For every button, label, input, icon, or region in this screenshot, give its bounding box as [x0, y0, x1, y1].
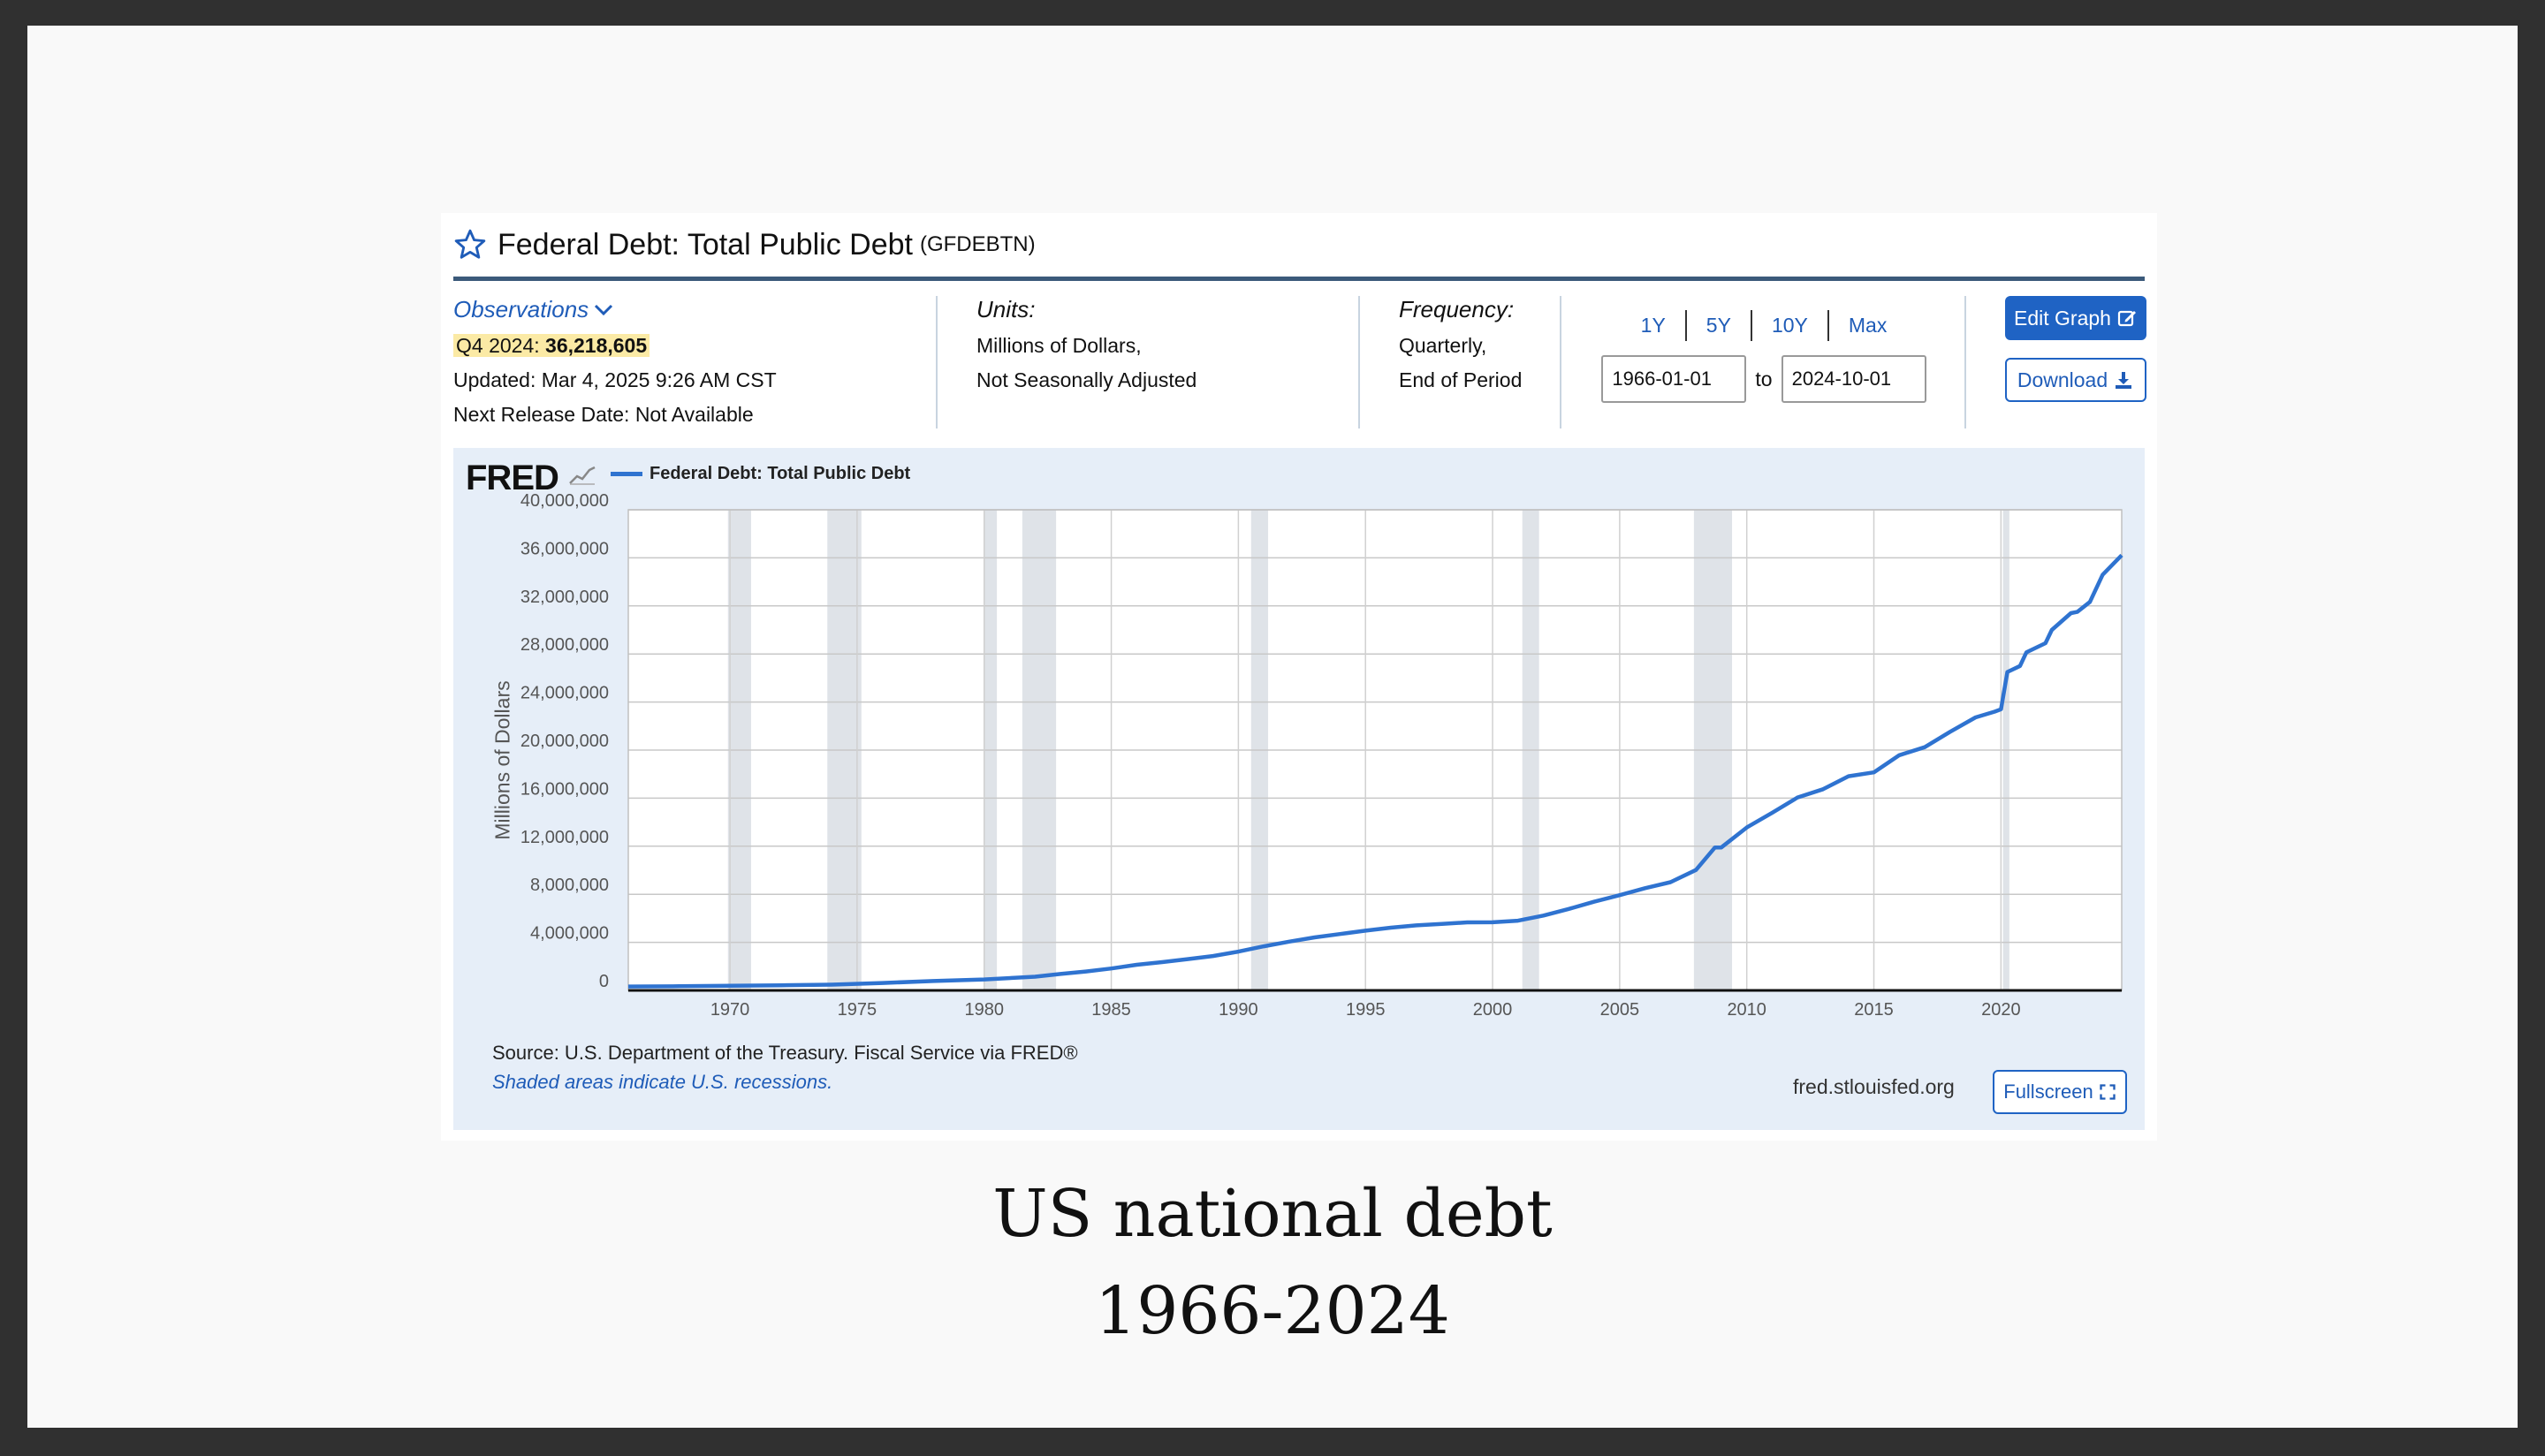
latest-value: 36,218,605 — [545, 334, 648, 357]
updated-text: Updated: Mar 4, 2025 9:26 AM CST — [453, 368, 777, 391]
graph-panel: FRED Federal Debt: Total Public Debt Mil… — [453, 448, 2145, 1130]
date-range: to — [1561, 355, 1966, 403]
units-column: Units: Millions of Dollars, Not Seasonal… — [936, 296, 1399, 428]
x-tick-label: 2000 — [1473, 1000, 1513, 1020]
range-buttons: 1Y 5Y 10Y Max — [1561, 310, 1966, 341]
units-line1: Millions of Dollars, — [976, 334, 1142, 357]
date-to-label: to — [1755, 367, 1773, 391]
observations-column: Observations Q4 2024: 36,218,605 Updated… — [453, 296, 936, 428]
range-10y-button[interactable]: 10Y — [1752, 310, 1829, 341]
y-tick-label: 24,000,000 — [520, 684, 609, 703]
slide-caption: US national debt 1966-2024 — [27, 1165, 2518, 1360]
y-tick-label: 28,000,000 — [520, 635, 609, 655]
legend-label: Federal Debt: Total Public Debt — [650, 464, 911, 483]
y-tick-label: 16,000,000 — [520, 779, 609, 799]
slide: Federal Debt: Total Public Debt (GFDEBTN… — [27, 26, 2518, 1428]
fred-url[interactable]: fred.stlouisfed.org — [1793, 1075, 1955, 1098]
y-tick-label: 36,000,000 — [520, 539, 609, 558]
star-icon[interactable] — [453, 228, 487, 262]
y-tick-label: 4,000,000 — [530, 924, 609, 944]
caption-line2: 1966-2024 — [1095, 1273, 1450, 1349]
range-column: 1Y 5Y 10Y Max to — [1560, 296, 1966, 428]
next-release-text: Next Release Date: Not Available — [453, 403, 754, 426]
y-tick-label: 20,000,000 — [520, 732, 609, 751]
x-tick-label: 1970 — [710, 1000, 750, 1020]
latest-observation: Q4 2024: 36,218,605 — [453, 334, 936, 358]
frequency-column: Frequency: Quarterly, End of Period — [1358, 296, 1600, 428]
units-label: Units: — [976, 296, 1036, 322]
end-date-input[interactable] — [1781, 355, 1926, 403]
x-tick-label: 2015 — [1854, 1000, 1894, 1020]
series-title: Federal Debt: Total Public Debt — [498, 227, 913, 262]
frequency-line1: Quarterly, — [1399, 334, 1487, 357]
fullscreen-icon — [2100, 1084, 2116, 1100]
x-tick-label: 1990 — [1219, 1000, 1258, 1020]
x-tick-label: 2005 — [1600, 1000, 1640, 1020]
download-button[interactable]: Download — [2005, 358, 2146, 402]
frequency-label: Frequency: — [1399, 296, 1515, 322]
y-tick-label: 8,000,000 — [530, 876, 609, 895]
actions-column: Edit Graph Download — [1964, 296, 2146, 428]
start-date-input[interactable] — [1601, 355, 1747, 403]
range-max-button[interactable]: Max — [1848, 314, 1888, 337]
download-label: Download — [2017, 368, 2108, 391]
series-meta: Observations Q4 2024: 36,218,605 Updated… — [453, 296, 2146, 437]
x-tick-label: 1980 — [964, 1000, 1004, 1020]
range-1y-button[interactable]: 1Y — [1622, 310, 1687, 341]
range-5y-button[interactable]: 5Y — [1687, 310, 1752, 341]
edit-graph-button[interactable]: Edit Graph — [2005, 296, 2146, 340]
x-tick-label: 2020 — [1981, 1000, 2021, 1020]
chart-legend: Federal Debt: Total Public Debt — [611, 464, 910, 484]
y-tick-label: 0 — [599, 972, 609, 991]
fullscreen-button[interactable]: Fullscreen — [1993, 1070, 2127, 1114]
debt-line-chart: 0 4,000,000 8,000,000 12,000,000 16,000,000 2… — [520, 491, 2123, 1020]
caption-line1: US national debt — [992, 1176, 1553, 1252]
y-tick-label: 12,000,000 — [520, 828, 609, 847]
chevron-down-icon — [595, 304, 613, 315]
series-id: (GFDEBTN) — [919, 232, 1036, 256]
series-line — [627, 553, 2123, 989]
edit-icon — [2117, 310, 2136, 327]
observations-dropdown[interactable]: Observations — [453, 296, 613, 323]
observations-label: Observations — [453, 296, 589, 322]
edit-graph-label: Edit Graph — [2014, 306, 2111, 330]
fullscreen-label: Fullscreen — [2003, 1081, 2093, 1103]
fred-chart-icon — [569, 466, 596, 485]
latest-period: Q4 2024: — [456, 334, 540, 357]
fred-logo: FRED — [466, 459, 559, 497]
download-icon — [2116, 372, 2132, 389]
units-line2: Not Seasonally Adjusted — [976, 368, 1197, 391]
frequency-line2: End of Period — [1399, 368, 1523, 391]
fred-card: Federal Debt: Total Public Debt (GFDEBTN… — [441, 213, 2157, 1141]
x-tick-label: 2010 — [1727, 1000, 1766, 1020]
x-tick-label: 1995 — [1346, 1000, 1386, 1020]
series-header: Federal Debt: Total Public Debt (GFDEBTN… — [453, 213, 2145, 281]
source-text: Source: U.S. Department of the Treasury.… — [492, 1042, 1078, 1064]
x-tick-label: 1975 — [838, 1000, 877, 1020]
y-tick-label: 40,000,000 — [520, 491, 609, 511]
recession-note[interactable]: Shaded areas indicate U.S. recessions. — [492, 1071, 833, 1093]
x-tick-label: 1985 — [1091, 1000, 1131, 1020]
legend-swatch — [611, 472, 642, 476]
y-tick-label: 32,000,000 — [520, 588, 609, 607]
